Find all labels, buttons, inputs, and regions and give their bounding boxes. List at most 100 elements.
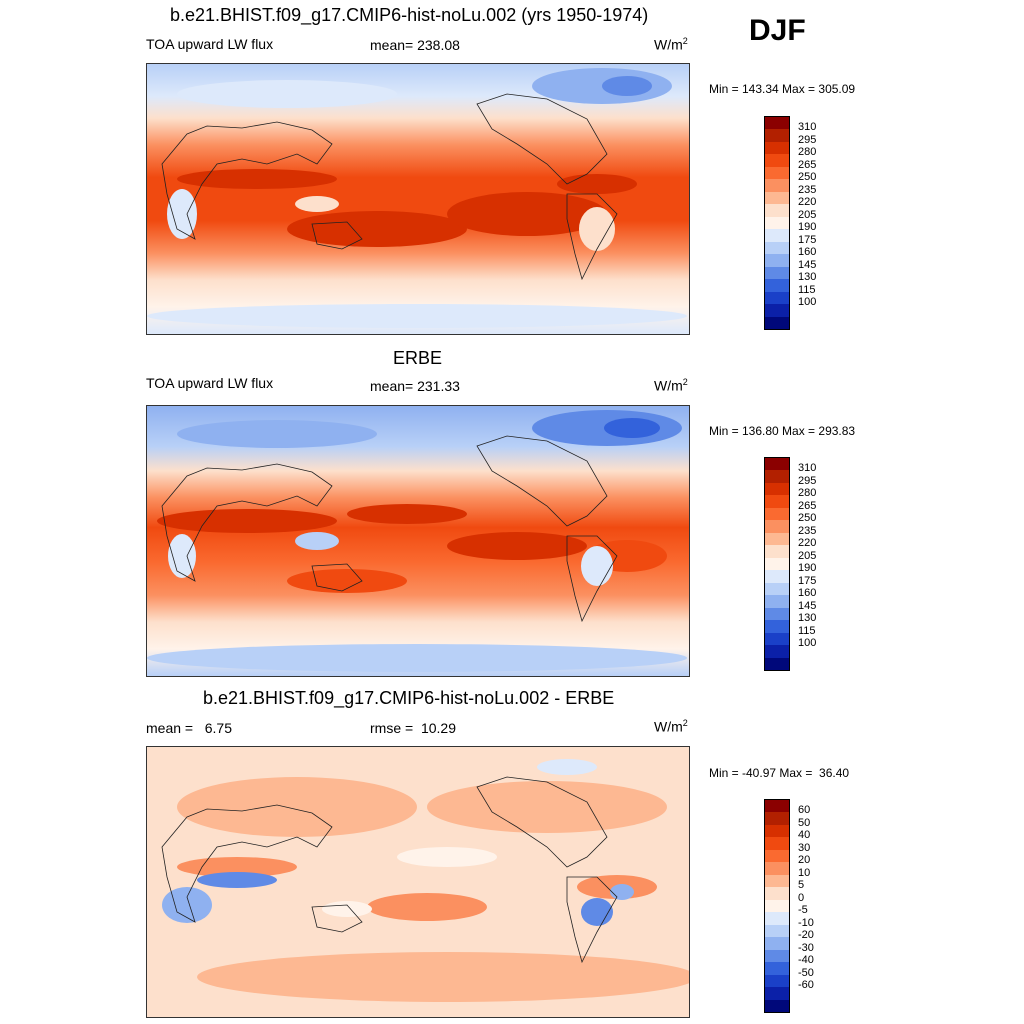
panel-1-map bbox=[146, 63, 690, 335]
colorbar-cell bbox=[765, 657, 789, 671]
panel-3-map bbox=[146, 746, 690, 1018]
colorbar-cell bbox=[765, 316, 789, 330]
colorbar-cell bbox=[765, 495, 789, 509]
colorbar-cell bbox=[765, 266, 789, 280]
colorbar-tick-label: 265 bbox=[798, 499, 817, 512]
colorbar-cell bbox=[765, 812, 789, 826]
colorbar-tick-label: 0 bbox=[798, 891, 805, 904]
panel-3-colorbar-box bbox=[764, 799, 790, 1013]
colorbar-tick-label: 265 bbox=[798, 158, 817, 171]
colorbar-cell bbox=[765, 824, 789, 838]
colorbar-tick-label: -10 bbox=[798, 916, 814, 929]
colorbar-tick-label: -60 bbox=[798, 979, 814, 992]
colorbar-cell bbox=[765, 937, 789, 951]
panel-1-title: b.e21.BHIST.f09_g17.CMIP6-hist-noLu.002 … bbox=[170, 5, 649, 25]
season-label: DJF bbox=[749, 14, 806, 47]
colorbar-tick-label: 130 bbox=[798, 612, 817, 625]
colorbar-tick-label: 220 bbox=[798, 196, 817, 209]
colorbar-cell bbox=[765, 962, 789, 976]
colorbar-cell bbox=[765, 520, 789, 534]
panel-2-units: W/m2 bbox=[654, 377, 688, 394]
colorbar-cell bbox=[765, 999, 789, 1013]
colorbar-tick-label: 115 bbox=[798, 624, 816, 637]
colorbar-cell bbox=[765, 645, 789, 659]
colorbar-tick-label: 250 bbox=[798, 512, 817, 525]
colorbar-cell bbox=[765, 117, 789, 130]
colorbar-cell bbox=[765, 304, 789, 318]
colorbar-cell bbox=[765, 570, 789, 584]
colorbar-tick-label: 160 bbox=[798, 587, 817, 600]
colorbar-tick-label: 295 bbox=[798, 474, 817, 487]
colorbar-cell bbox=[765, 557, 789, 571]
colorbar-tick-label: 235 bbox=[798, 524, 817, 537]
colorbar-cell bbox=[765, 507, 789, 521]
colorbar-tick-label: 20 bbox=[798, 854, 811, 867]
colorbar-cell bbox=[765, 620, 789, 634]
panel-1-map-plot bbox=[147, 64, 689, 334]
panel-2-map-plot bbox=[147, 406, 689, 676]
colorbar-cell bbox=[765, 458, 789, 471]
colorbar-tick-label: 145 bbox=[798, 258, 817, 271]
colorbar-tick-label: 30 bbox=[798, 841, 811, 854]
colorbar-cell bbox=[765, 545, 789, 559]
panel-2-map bbox=[146, 405, 690, 677]
colorbar-tick-label: 115 bbox=[798, 283, 816, 296]
panel-2-mean-label: mean= 231.33 bbox=[370, 378, 460, 394]
panel-1-minmax: Min = 143.34 Max = 305.09 bbox=[709, 82, 856, 96]
colorbar-cell bbox=[765, 607, 789, 621]
colorbar-cell bbox=[765, 987, 789, 1001]
colorbar-tick-label: 100 bbox=[798, 296, 817, 309]
panel-1-variable-label: TOA upward LW flux bbox=[146, 36, 274, 52]
colorbar-tick-label: 40 bbox=[798, 829, 811, 842]
colorbar-cell bbox=[765, 532, 789, 546]
colorbar-cell bbox=[765, 216, 789, 230]
colorbar-cell bbox=[765, 470, 789, 484]
colorbar-tick-label: 130 bbox=[798, 271, 817, 284]
colorbar-tick-label: 175 bbox=[798, 233, 817, 246]
colorbar-tick-label: 5 bbox=[798, 879, 805, 892]
colorbar-cell bbox=[765, 949, 789, 963]
colorbar-tick-label: 280 bbox=[798, 487, 817, 500]
colorbar-cell bbox=[765, 154, 789, 168]
colorbar-cell bbox=[765, 912, 789, 926]
colorbar-tick-label: -20 bbox=[798, 929, 814, 942]
colorbar-cell bbox=[765, 849, 789, 863]
colorbar-tick-label: -40 bbox=[798, 954, 814, 967]
colorbar-cell bbox=[765, 191, 789, 205]
colorbar-tick-label: 295 bbox=[798, 133, 817, 146]
colorbar-tick-label: 205 bbox=[798, 549, 817, 562]
panel-1-mean-label: mean= 238.08 bbox=[370, 37, 460, 53]
panel-3-title: b.e21.BHIST.f09_g17.CMIP6-hist-noLu.002 … bbox=[203, 688, 615, 708]
colorbar-cell bbox=[765, 229, 789, 243]
colorbar-tick-label: 220 bbox=[798, 537, 817, 550]
colorbar-cell bbox=[765, 974, 789, 988]
colorbar-tick-label: 10 bbox=[798, 866, 811, 879]
colorbar-cell bbox=[765, 291, 789, 305]
colorbar-cell bbox=[765, 482, 789, 496]
colorbar-cell bbox=[765, 141, 789, 155]
colorbar-cell bbox=[765, 582, 789, 596]
panel-3-map-plot bbox=[147, 747, 689, 1017]
colorbar-cell bbox=[765, 129, 789, 143]
colorbar-cell bbox=[765, 800, 789, 813]
colorbar-cell bbox=[765, 924, 789, 938]
panel-2-variable-label: TOA upward LW flux bbox=[146, 375, 274, 391]
colorbar-cell bbox=[765, 204, 789, 218]
colorbar-tick-label: 250 bbox=[798, 171, 817, 184]
panel-1-colorbar-box bbox=[764, 116, 790, 330]
colorbar-cell bbox=[765, 837, 789, 851]
colorbar-tick-label: 280 bbox=[798, 146, 817, 159]
panel-3-mean-label: mean = 6.75 bbox=[146, 720, 233, 736]
panel-3-units: W/m2 bbox=[654, 718, 688, 735]
panel-2-colorbar-box bbox=[764, 457, 790, 671]
colorbar-cell bbox=[765, 179, 789, 193]
colorbar-tick-label: -30 bbox=[798, 941, 814, 954]
colorbar-tick-label: 60 bbox=[798, 804, 811, 817]
panel-2-title: ERBE bbox=[393, 348, 443, 368]
colorbar-cell bbox=[765, 887, 789, 901]
panel-3-minmax: Min = -40.97 Max = 36.40 bbox=[709, 766, 850, 780]
colorbar-cell bbox=[765, 862, 789, 876]
colorbar-cell bbox=[765, 595, 789, 609]
panel-1-units: W/m2 bbox=[654, 36, 688, 53]
colorbar-tick-label: 50 bbox=[798, 816, 811, 829]
